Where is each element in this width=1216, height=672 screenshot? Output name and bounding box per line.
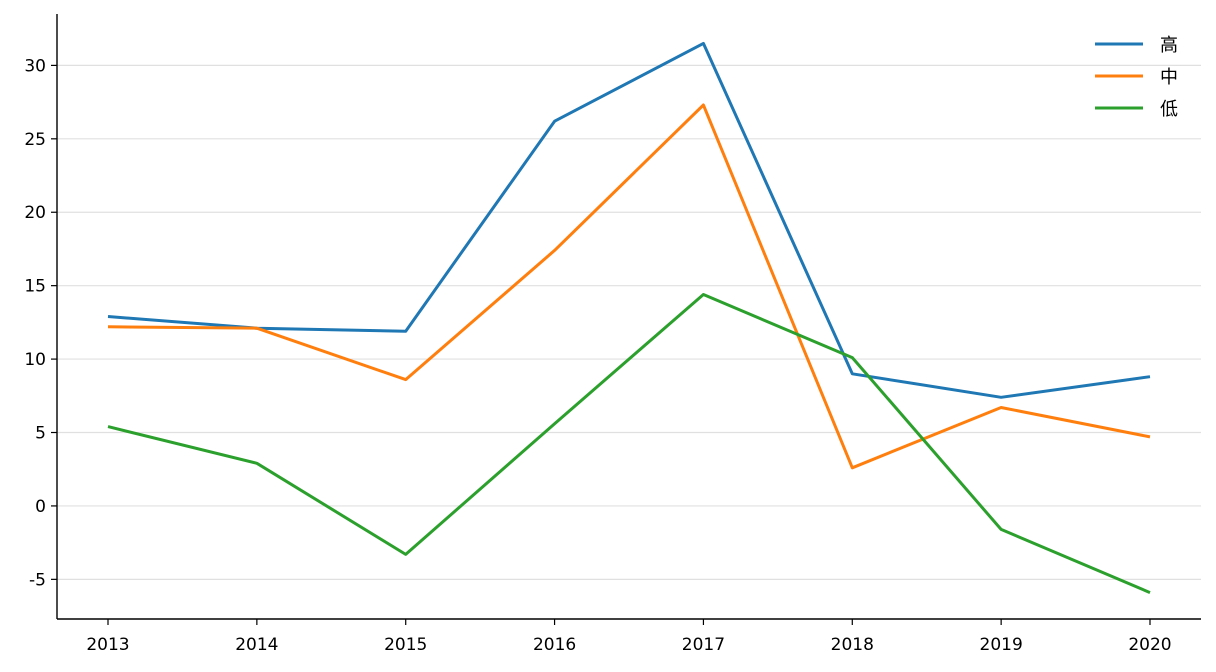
legend-label: 低: [1160, 99, 1178, 120]
y-tick-label: -5: [29, 570, 46, 590]
x-tick-label: 2017: [682, 635, 725, 655]
y-axis-ticks: -5 0 5 10 15 20 25 30: [24, 56, 57, 590]
series-line-1: [107, 103, 1151, 470]
series-line-0: [107, 41, 1151, 399]
x-tick-label: 2018: [831, 635, 874, 655]
x-tick-label: 2014: [235, 635, 278, 655]
x-tick-label: 2016: [533, 635, 576, 655]
y-tick-label: 5: [35, 424, 46, 444]
y-tick-label: 25: [24, 130, 46, 150]
x-tick-label: 2020: [1128, 635, 1171, 655]
legend-label: 高: [1160, 35, 1178, 56]
legend-label: 中: [1160, 67, 1178, 88]
x-tick-label: 2015: [384, 635, 427, 655]
y-tick-label: 10: [24, 350, 46, 370]
x-tick-label: 2013: [86, 635, 129, 655]
gridlines: [57, 64, 1201, 580]
y-tick-label: 30: [24, 56, 46, 76]
y-tick-label: 20: [24, 203, 46, 223]
axes: [56, 14, 1201, 620]
x-tick-label: 2019: [980, 635, 1023, 655]
x-axis-ticks: 2013 2014 2015 2016 2017 2018 2019 2020: [86, 619, 1172, 655]
legend: 高中低: [1095, 35, 1178, 120]
y-tick-label: 15: [24, 277, 46, 297]
series-lines: [107, 41, 1151, 594]
y-tick-label: 0: [35, 497, 46, 517]
series-line-2: [107, 293, 1151, 594]
